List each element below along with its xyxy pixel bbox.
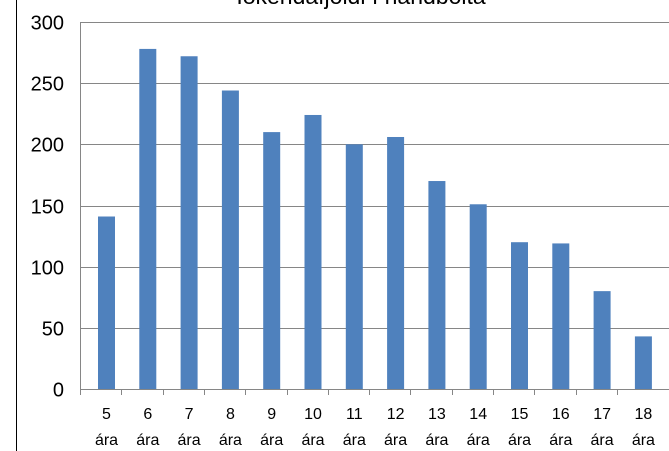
x-tick-label-number: 13 <box>428 406 446 423</box>
chart-title: Iðkendafjöldi í handbolta <box>236 0 486 9</box>
x-tick-label-unit: ára <box>95 432 118 449</box>
x-tick-label-unit: ára <box>549 432 572 449</box>
y-tick-label: 300 <box>31 13 64 35</box>
x-tick-label-number: 5 <box>102 406 111 423</box>
x-tick-label-number: 9 <box>267 406 276 423</box>
x-tick-label-unit: ára <box>219 432 242 449</box>
x-tick-label-unit: ára <box>384 432 407 449</box>
bar <box>304 114 322 390</box>
bar <box>345 144 363 389</box>
bar <box>221 90 239 390</box>
y-tick-label: 100 <box>31 258 64 280</box>
y-tick-label: 50 <box>42 319 64 341</box>
y-tick-label: 200 <box>31 135 64 157</box>
x-tick-label-unit: ára <box>591 432 614 449</box>
y-tick-label: 250 <box>31 74 64 96</box>
x-tick-label-number: 6 <box>143 406 152 423</box>
x-tick-label-unit: ára <box>425 432 448 449</box>
x-tick-label-number: 16 <box>552 406 570 423</box>
bar <box>552 243 570 389</box>
x-tick-label-unit: ára <box>260 432 283 449</box>
x-tick-label-number: 7 <box>185 406 194 423</box>
bar <box>511 242 528 389</box>
x-axis-ticks: 5 ára 6 ára 7 ára 8 ára 9 ára 10 ára 11 ára 12 ára 13 ára… <box>95 389 655 449</box>
x-tick-label-number: 11 <box>346 406 363 423</box>
x-tick-label-unit: ára <box>343 432 366 449</box>
y-tick-label: 0 <box>53 380 64 402</box>
bar <box>634 336 652 389</box>
x-tick-label-unit: ára <box>467 432 490 449</box>
x-tick-label-number: 10 <box>304 406 322 423</box>
x-tick-label-unit: ára <box>178 432 201 449</box>
x-tick-label-unit: ára <box>301 432 324 449</box>
x-tick-label-number: 18 <box>635 406 653 423</box>
y-axis-ticks: 0 50 100 150 200 250 300 <box>31 13 64 402</box>
bars <box>98 48 652 390</box>
bar <box>469 204 487 389</box>
x-tick-label-number: 15 <box>511 406 529 423</box>
bar <box>180 56 198 390</box>
x-tick-label-unit: ára <box>508 432 531 449</box>
bar <box>428 181 446 389</box>
y-tick-label: 150 <box>31 197 64 219</box>
bar <box>593 291 611 389</box>
x-tick-label-number: 12 <box>387 406 405 423</box>
x-tick-label-unit: ára <box>632 432 655 449</box>
bar <box>387 136 405 389</box>
bar <box>98 216 115 389</box>
x-tick-label-number: 14 <box>469 406 487 423</box>
bar <box>139 48 157 390</box>
x-tick-label-number: 17 <box>593 406 611 423</box>
x-tick-label-number: 8 <box>226 406 235 423</box>
x-tick-label-unit: ára <box>136 432 159 449</box>
bar <box>263 132 281 389</box>
gridlines <box>80 22 669 329</box>
